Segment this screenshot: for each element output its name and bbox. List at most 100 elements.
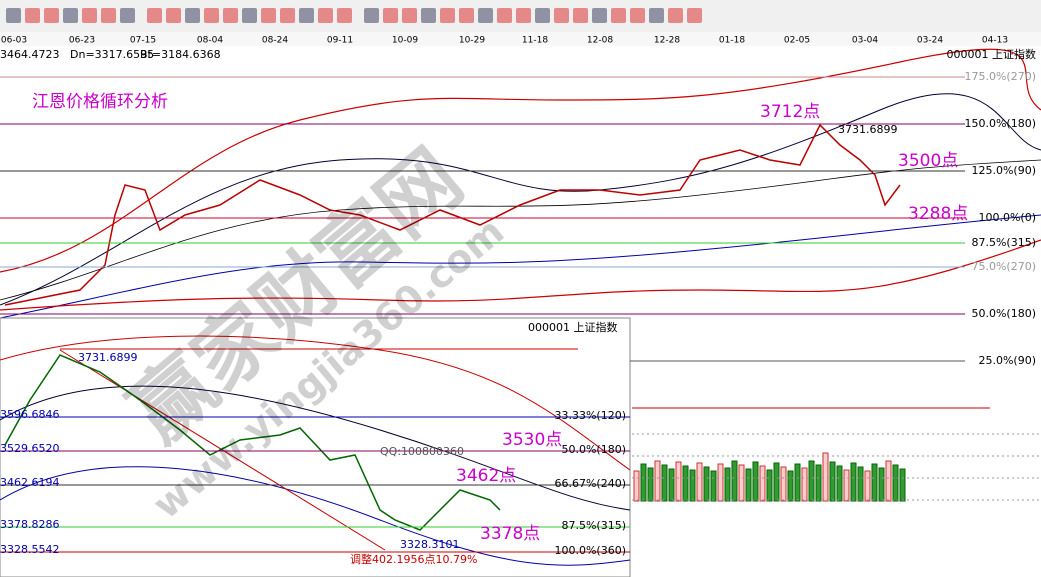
inset-right-label: 100.0%(360) bbox=[554, 544, 626, 557]
volume-bar bbox=[780, 466, 787, 502]
volume-bar bbox=[801, 467, 808, 502]
tool-button[interactable] bbox=[573, 8, 588, 23]
date-label: 09-11 bbox=[327, 36, 353, 46]
tool-button[interactable] bbox=[280, 8, 295, 23]
tool-button[interactable] bbox=[261, 8, 276, 23]
tool-button[interactable] bbox=[6, 8, 21, 23]
tool-button[interactable] bbox=[440, 8, 455, 23]
inset-annotation: 3328.3101 bbox=[400, 538, 460, 551]
volume-bar bbox=[843, 469, 850, 502]
tool-button[interactable] bbox=[82, 8, 97, 23]
date-label: 03-04 bbox=[852, 36, 878, 46]
volume-bar bbox=[864, 470, 871, 502]
tool-button[interactable] bbox=[649, 8, 664, 23]
chart-title: 江恩价格循环分析 bbox=[32, 92, 168, 112]
volume-bar bbox=[668, 468, 675, 502]
inset-left-label: 3596.6846 bbox=[0, 408, 60, 421]
date-label: 02-05 bbox=[784, 36, 810, 46]
date-label: 03-24 bbox=[917, 36, 943, 46]
inset-left-label: 3328.5542 bbox=[0, 543, 60, 556]
volume-bar bbox=[696, 462, 703, 502]
volume-bar bbox=[794, 463, 801, 502]
tool-button[interactable] bbox=[516, 8, 531, 23]
tool-button[interactable] bbox=[242, 8, 257, 23]
volume-bar bbox=[731, 460, 738, 502]
band-bottom bbox=[0, 239, 1041, 311]
tool-button[interactable] bbox=[668, 8, 683, 23]
level-label: 25.0%(90) bbox=[978, 354, 1036, 367]
level-label: 75.0%(270) bbox=[971, 260, 1036, 273]
volume-bar bbox=[675, 461, 682, 502]
tool-button[interactable] bbox=[630, 8, 645, 23]
tool-button[interactable] bbox=[364, 8, 379, 23]
tool-button[interactable] bbox=[147, 8, 162, 23]
volume-bar bbox=[647, 467, 654, 502]
inset-annotation: 调整402.1956点10.79% bbox=[350, 552, 477, 566]
level-label: 100.0%(0) bbox=[978, 211, 1036, 224]
inset-right-label: 33.33%(120) bbox=[554, 409, 626, 422]
date-axis bbox=[0, 32, 1041, 46]
tool-button[interactable] bbox=[166, 8, 181, 23]
volume-bar bbox=[836, 465, 843, 502]
tool-button[interactable] bbox=[383, 8, 398, 23]
tool-button[interactable] bbox=[44, 8, 59, 23]
inset-left-label: 3731.6899 bbox=[78, 351, 138, 364]
tool-button[interactable] bbox=[120, 8, 135, 23]
date-label: 08-04 bbox=[197, 36, 223, 46]
date-label: 10-09 bbox=[392, 36, 418, 46]
volume-bar bbox=[710, 470, 717, 502]
bt-value: Bt=3184.6368 bbox=[140, 48, 221, 61]
tool-button[interactable] bbox=[318, 8, 333, 23]
volume-bar bbox=[885, 460, 892, 502]
up-value: 3464.4723 bbox=[0, 48, 60, 61]
inset-annotation: 3462点 bbox=[456, 466, 516, 486]
date-label: 08-24 bbox=[262, 36, 288, 46]
tool-button[interactable] bbox=[25, 8, 40, 23]
tool-button[interactable] bbox=[535, 8, 550, 23]
tool-button[interactable] bbox=[402, 8, 417, 23]
tool-button[interactable] bbox=[63, 8, 78, 23]
trend-line bbox=[59, 349, 386, 551]
tool-button[interactable] bbox=[478, 8, 493, 23]
tool-button[interactable] bbox=[421, 8, 436, 23]
toolbar-icons bbox=[6, 8, 702, 23]
date-label: 12-28 bbox=[654, 36, 680, 46]
inset-right-label: 87.5%(315) bbox=[561, 519, 626, 532]
tool-button[interactable] bbox=[185, 8, 200, 23]
volume-bar bbox=[633, 470, 640, 502]
volume-bar bbox=[738, 464, 745, 502]
tool-button[interactable] bbox=[611, 8, 626, 23]
tool-button[interactable] bbox=[554, 8, 569, 23]
tool-button[interactable] bbox=[687, 8, 702, 23]
inset-left-label: 3378.8286 bbox=[0, 518, 60, 531]
volume-bar bbox=[654, 460, 661, 502]
annotation: 3288点 bbox=[908, 204, 968, 224]
date-label: 04-13 bbox=[982, 36, 1008, 46]
inset-annotation: QQ:100800360 bbox=[380, 445, 464, 458]
tool-button[interactable] bbox=[101, 8, 116, 23]
tool-button[interactable] bbox=[337, 8, 352, 23]
date-label: 06-03 bbox=[1, 36, 27, 46]
tool-button[interactable] bbox=[497, 8, 512, 23]
annotation: 3712点 bbox=[760, 102, 820, 122]
tool-button[interactable] bbox=[299, 8, 314, 23]
tool-button[interactable] bbox=[223, 8, 238, 23]
tool-button[interactable] bbox=[204, 8, 219, 23]
volume-bar bbox=[815, 464, 822, 502]
inset-left-label: 3462.6194 bbox=[0, 476, 60, 489]
band-upper bbox=[0, 48, 1041, 273]
tool-button[interactable] bbox=[592, 8, 607, 23]
level-label: 50.0%(180) bbox=[971, 307, 1036, 320]
volume-bar bbox=[822, 452, 829, 502]
date-label: 11-18 bbox=[522, 36, 548, 46]
volume-bar bbox=[871, 463, 878, 502]
tool-button[interactable] bbox=[459, 8, 474, 23]
volume-bar bbox=[689, 469, 696, 502]
volume-bar bbox=[829, 461, 836, 502]
level-label: 87.5%(315) bbox=[971, 236, 1036, 249]
volume-bar bbox=[850, 462, 857, 502]
volume bbox=[633, 452, 906, 502]
volume-bar bbox=[724, 467, 731, 502]
volume-bar bbox=[682, 465, 689, 502]
